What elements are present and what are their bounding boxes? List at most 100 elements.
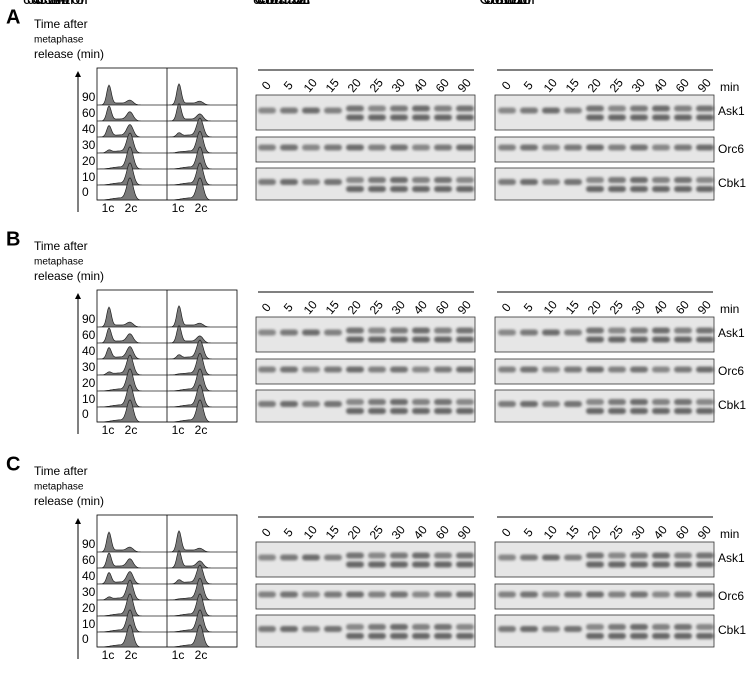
lane-unit: min xyxy=(720,80,739,94)
lane-label: 0 xyxy=(499,300,514,314)
lane-label: 0 xyxy=(259,78,274,92)
blot-band xyxy=(674,552,692,559)
lane-label: 5 xyxy=(521,300,536,314)
blot-band xyxy=(302,401,320,407)
blot-band xyxy=(412,399,430,405)
blot-band xyxy=(456,366,474,373)
lane-label: 5 xyxy=(521,78,536,92)
blot-band xyxy=(302,179,320,185)
ploidy-label: 1c xyxy=(102,423,115,437)
blot-band xyxy=(324,144,342,151)
blot-band xyxy=(696,105,714,112)
facs-time-label: 10 xyxy=(82,617,96,631)
blot-band xyxy=(674,144,692,151)
protein-label: Orc6 xyxy=(718,364,744,378)
facs-time-label: 40 xyxy=(82,122,96,136)
facs-histogram xyxy=(97,354,167,376)
lane-label: 30 xyxy=(389,298,409,317)
time-axis-label: metaphase xyxy=(34,35,84,46)
blot-band xyxy=(412,336,430,343)
lane-label: 90 xyxy=(695,298,715,317)
blot-band xyxy=(608,327,626,334)
blot-band xyxy=(434,561,452,568)
blot-band xyxy=(324,554,342,561)
blot-band xyxy=(564,626,582,632)
strain-label: Control xyxy=(479,0,531,8)
blot-band xyxy=(608,144,626,151)
blot-band xyxy=(498,401,516,407)
blot-band xyxy=(652,408,670,414)
blot-band xyxy=(412,327,430,334)
blot-band xyxy=(302,107,320,114)
blot-band xyxy=(258,179,276,185)
facs-time-label: 10 xyxy=(82,392,96,406)
blot-band xyxy=(456,144,474,151)
blot-band xyxy=(696,336,714,343)
blot-band xyxy=(630,399,648,405)
facs-histogram xyxy=(97,124,167,138)
strain-label: cdc14degron xyxy=(27,0,97,8)
lane-label: 60 xyxy=(433,298,453,317)
blot-band xyxy=(608,633,626,639)
ploidy-label: 1c xyxy=(172,648,185,662)
blot-band xyxy=(498,179,516,185)
blot-band xyxy=(674,177,692,183)
blot-band xyxy=(368,144,386,151)
blot-band xyxy=(674,624,692,630)
blot-band xyxy=(630,633,648,639)
blot-band xyxy=(280,626,298,632)
blot-band xyxy=(696,177,714,183)
blot-band xyxy=(390,366,408,373)
lane-label: 40 xyxy=(411,298,431,317)
facs-histogram xyxy=(167,130,237,154)
facs-histogram xyxy=(167,624,237,648)
facs-time-label: 90 xyxy=(82,537,96,551)
blot-band xyxy=(280,329,298,336)
blot-band xyxy=(368,591,386,598)
lane-label: 30 xyxy=(389,76,409,95)
time-axis-label: metaphase xyxy=(34,257,84,268)
blot-band xyxy=(346,144,364,151)
blot-band xyxy=(674,327,692,334)
blot-band xyxy=(696,591,714,598)
blot-band xyxy=(390,336,408,343)
lane-label: 10 xyxy=(541,76,561,95)
blot-band xyxy=(434,408,452,414)
blot-band xyxy=(412,552,430,559)
blot-band xyxy=(302,591,320,598)
blot-band xyxy=(586,591,604,598)
blot-band xyxy=(390,105,408,112)
blot-band xyxy=(390,633,408,639)
blot-band xyxy=(456,399,474,405)
blot-band xyxy=(434,105,452,112)
protein-label: Orc6 xyxy=(718,589,744,603)
lane-label: 15 xyxy=(323,298,343,317)
lane-label: 40 xyxy=(651,523,671,542)
facs-histogram xyxy=(167,564,237,585)
facs-histogram xyxy=(97,571,167,585)
lane-label: 5 xyxy=(521,525,536,539)
blot-band xyxy=(456,624,474,630)
blot-band xyxy=(368,114,386,121)
blot-band xyxy=(346,624,364,630)
blot-band xyxy=(520,179,538,185)
lane-label: 90 xyxy=(455,298,475,317)
protein-label: Ask1 xyxy=(718,551,745,565)
facs-histogram xyxy=(97,346,167,360)
facs-histogram xyxy=(97,177,167,201)
lane-label: 30 xyxy=(629,76,649,95)
lane-label: 15 xyxy=(563,523,583,542)
blot-band xyxy=(368,105,386,112)
facs-time-label: 40 xyxy=(82,569,96,583)
blot-band xyxy=(258,401,276,407)
blot-band xyxy=(498,591,516,598)
blot-band xyxy=(302,329,320,336)
blot-band xyxy=(542,626,560,632)
lane-label: 25 xyxy=(607,298,627,317)
blot-band xyxy=(280,107,298,114)
blot-band xyxy=(564,554,582,561)
blot-band xyxy=(302,626,320,632)
lane-label: 10 xyxy=(541,298,561,317)
blot-band xyxy=(630,624,648,630)
blot-band xyxy=(696,327,714,334)
